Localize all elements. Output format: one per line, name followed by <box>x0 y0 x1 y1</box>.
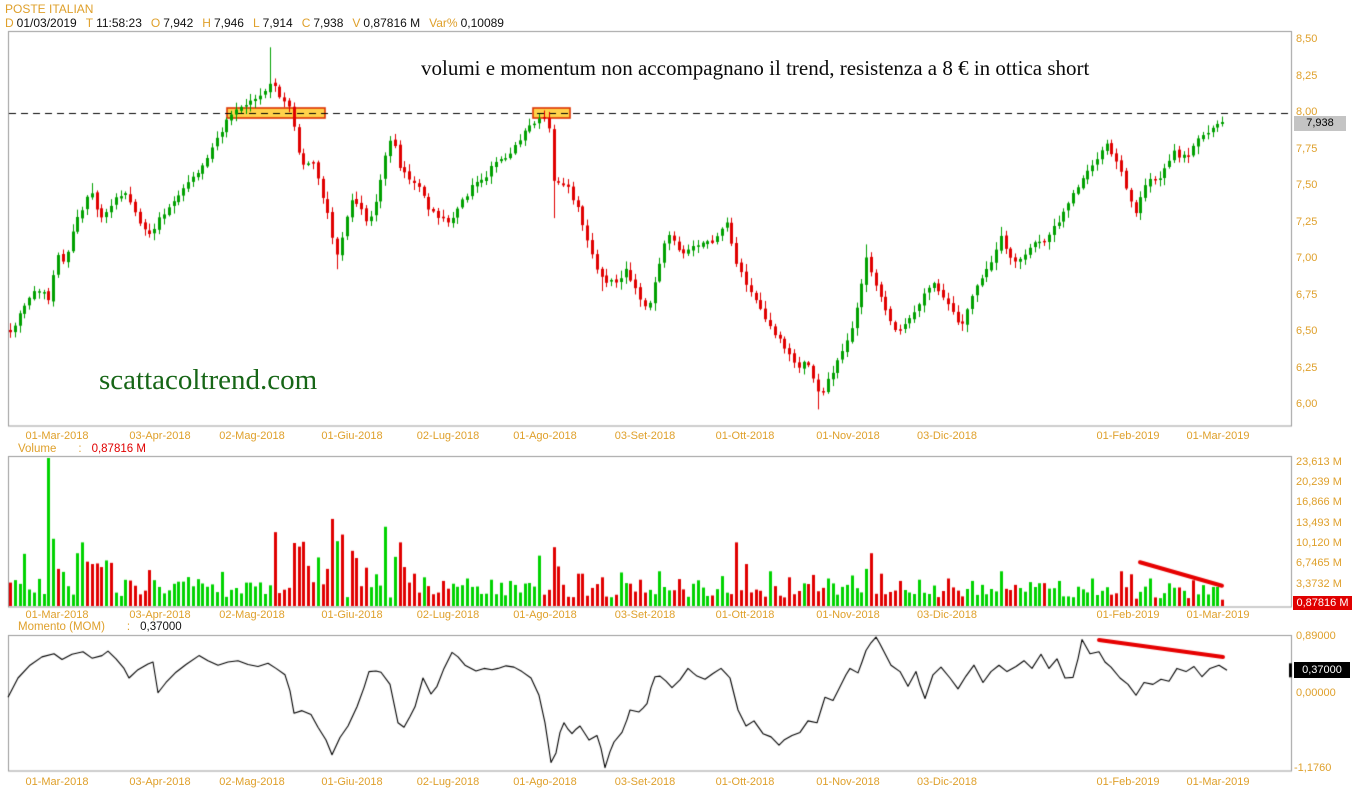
x-axis-date: 03-Set-2018 <box>614 430 676 442</box>
field-value: 7,942 <box>163 16 194 30</box>
x-axis-date: 01-Ott-2018 <box>715 776 775 788</box>
volume-axis-label: 3,3732 M <box>1296 577 1342 590</box>
x-axis-date: 01-Mar-2019 <box>1186 609 1250 621</box>
momentum-separator: : <box>126 621 131 633</box>
x-axis-date: 02-Mag-2018 <box>219 430 285 442</box>
price-axis-label: 7,25 <box>1296 215 1318 228</box>
momentum-axis-label: 0,89000 <box>1296 630 1336 643</box>
momentum-axis-label: 0,00000 <box>1296 687 1336 699</box>
x-axis-date: 01-Nov-2018 <box>816 430 880 442</box>
x-axis-date: 02-Lug-2018 <box>416 609 480 621</box>
field-label: C <box>301 16 311 30</box>
x-axis-date: 01-Giu-2018 <box>321 609 383 621</box>
x-axis-date: 01-Mar-2019 <box>1186 430 1250 442</box>
field-value: 7,938 <box>313 16 344 30</box>
field-value: 0,87816 M <box>363 16 421 30</box>
momentum-value: 0,37000 <box>140 621 182 633</box>
x-axis-date: 01-Feb-2019 <box>1096 776 1160 788</box>
x-axis-date: 01-Ago-2018 <box>513 609 577 621</box>
x-axis-date: 03-Dic-2018 <box>917 776 977 788</box>
header-field-h: H 7,946 <box>202 16 244 30</box>
x-axis-date: 01-Mar-2019 <box>1186 776 1250 788</box>
price-axis-label: 6,50 <box>1296 325 1318 337</box>
x-axis-date: 03-Set-2018 <box>614 776 676 788</box>
x-axis-date: 03-Apr-2018 <box>129 776 191 788</box>
field-value: 7,946 <box>213 16 244 30</box>
x-axis-date: 01-Feb-2019 <box>1096 609 1160 621</box>
last-price-tag: 7,938 <box>1294 116 1346 131</box>
price-axis-label: 7,50 <box>1296 179 1318 191</box>
header-field-l: L 7,914 <box>253 16 293 30</box>
field-value: 7,914 <box>262 16 293 30</box>
x-axis-date: 01-Mar-2018 <box>25 776 89 788</box>
field-label: O <box>150 16 161 30</box>
x-axis-date: 02-Mag-2018 <box>219 776 285 788</box>
field-label: L <box>252 16 260 30</box>
instrument-title: POSTE ITALIAN <box>5 2 94 16</box>
price-axis-label: 6,75 <box>1296 288 1318 301</box>
volume-header: Volume : 0,87816 M <box>18 443 146 455</box>
price-axis-label: 7,00 <box>1296 252 1318 264</box>
field-label: V <box>352 16 361 30</box>
x-axis-date: 01-Mar-2018 <box>25 430 89 442</box>
price-axis-label: 6,00 <box>1296 398 1318 410</box>
x-axis-date: 03-Apr-2018 <box>129 430 191 442</box>
header-field-varpct: Var% 0,10089 <box>429 16 504 30</box>
analyst-annotation: volumi e momentum non accompagnano il tr… <box>421 56 1090 80</box>
price-axis-label: 8,00 <box>1296 106 1318 118</box>
x-axis-date: 02-Lug-2018 <box>416 430 480 442</box>
header-field-o: O 7,942 <box>151 16 193 30</box>
field-label: Var% <box>429 16 458 30</box>
watermark: scattacoltrend.com <box>99 364 318 396</box>
x-axis-date: 02-Mag-2018 <box>219 609 285 621</box>
x-axis-date: 01-Ago-2018 <box>513 430 577 442</box>
momentum-value-tag: 0,37000 <box>1294 662 1350 678</box>
x-axis-date: 03-Dic-2018 <box>917 609 977 621</box>
x-axis-date: 01-Nov-2018 <box>816 776 880 788</box>
field-value: 0,10089 <box>460 16 504 30</box>
x-axis-date: 01-Feb-2019 <box>1096 430 1160 442</box>
volume-label: Volume <box>18 443 57 455</box>
ohlc-header: D 01/03/2019 T 11:58:23 O 7,942 H 7,946 L 7,914 C 7… <box>5 16 504 30</box>
field-label: D <box>5 16 14 30</box>
x-axis-date: 01-Ago-2018 <box>513 776 577 788</box>
x-axis-date: 01-Giu-2018 <box>321 776 383 788</box>
price-axis-label: 8,50 <box>1296 33 1318 45</box>
field-value: 01/03/2019 <box>16 16 77 30</box>
volume-axis-label: 16,866 M <box>1296 496 1342 509</box>
price-axis-label: 8,25 <box>1296 69 1318 82</box>
volume-axis-label: 6,7465 M <box>1296 557 1342 570</box>
x-axis-date: 01-Giu-2018 <box>321 430 383 442</box>
volume-axis-label: 23,613 M <box>1296 455 1342 468</box>
header-field-t: T 11:58:23 <box>86 16 142 30</box>
x-axis-date: 01-Mar-2018 <box>25 609 89 621</box>
field-label: H <box>202 16 211 30</box>
header-field-c: C 7,938 <box>302 16 344 30</box>
momentum-axis-label: -1,1760 <box>1294 762 1332 775</box>
x-axis-date: 02-Lug-2018 <box>416 776 480 788</box>
x-axis-date: 01-Ott-2018 <box>715 609 775 621</box>
last-volume-tag: 0,87816 M <box>1293 596 1352 610</box>
x-axis-date: 01-Nov-2018 <box>816 609 880 621</box>
x-axis-date: 01-Ott-2018 <box>715 430 775 442</box>
header-field-v: V 0,87816 M <box>352 16 420 30</box>
momentum-label: Momento (MOM) <box>18 621 105 633</box>
volume-separator: : <box>78 443 82 455</box>
price-axis-label: 6,25 <box>1296 361 1318 374</box>
momentum-header: Momento (MOM) : 0,37000 <box>18 621 182 633</box>
volume-value: 0,87816 M <box>91 443 146 455</box>
price-axis-label: 7,75 <box>1296 142 1318 155</box>
field-value: 11:58:23 <box>96 16 142 30</box>
x-axis-date: 03-Apr-2018 <box>129 609 191 621</box>
volume-axis-label: 20,239 M <box>1296 476 1342 489</box>
field-label: T <box>85 16 94 30</box>
x-axis-date: 03-Dic-2018 <box>917 430 977 442</box>
volume-axis-label: 13,493 M <box>1296 516 1342 529</box>
x-axis-date: 03-Set-2018 <box>614 609 676 621</box>
header-field-d: D 01/03/2019 <box>5 16 77 30</box>
volume-axis-label: 10,120 M <box>1296 537 1342 550</box>
